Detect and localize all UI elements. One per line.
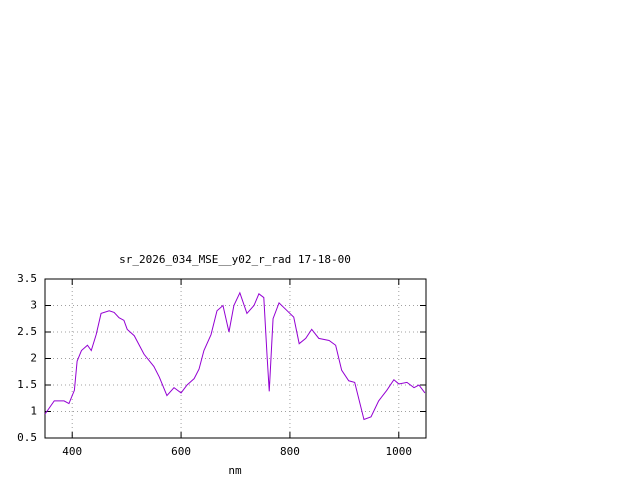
plot-border <box>44 278 427 439</box>
y-tick-label: 1 <box>30 405 37 418</box>
x-tick-label: 1000 <box>386 445 413 458</box>
x-tick-label: 600 <box>171 445 191 458</box>
y-tick-label: 3.5 <box>17 272 37 285</box>
y-tick-label: 1.5 <box>17 378 37 391</box>
y-tick-label: 0.5 <box>17 431 37 444</box>
data-line <box>44 291 426 421</box>
y-tick-label: 2.5 <box>17 325 37 338</box>
chart-title: sr_2026_034_MSE__y02_r_rad 17-18-00 <box>119 253 351 266</box>
y-tick-label: 2 <box>30 352 37 365</box>
x-tick-label: 400 <box>62 445 82 458</box>
y-tick-label: 3 <box>30 299 37 312</box>
x-axis-label: nm <box>228 464 242 477</box>
x-tick-label: 800 <box>280 445 300 458</box>
